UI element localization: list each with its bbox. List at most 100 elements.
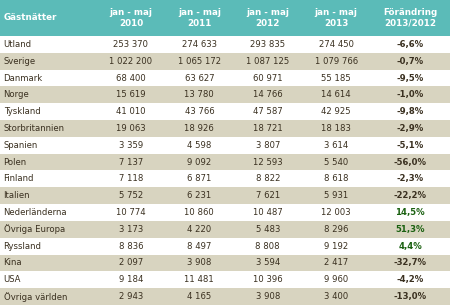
Bar	[165, 187, 234, 204]
Bar	[0, 0, 97, 36]
Bar	[97, 137, 165, 154]
Bar	[370, 288, 450, 305]
Text: jan - maj
2011: jan - maj 2011	[178, 8, 221, 28]
Bar	[165, 103, 234, 120]
Text: 12 593: 12 593	[253, 158, 283, 167]
Text: 10 860: 10 860	[184, 208, 214, 217]
Text: 3 594: 3 594	[256, 258, 280, 267]
Text: 14 766: 14 766	[253, 90, 283, 99]
Bar	[234, 170, 302, 187]
Bar	[0, 86, 97, 103]
Text: 18 183: 18 183	[321, 124, 351, 133]
Bar	[234, 103, 302, 120]
Text: 8 497: 8 497	[187, 242, 212, 251]
Text: Italien: Italien	[4, 191, 30, 200]
Text: jan - maj
2010: jan - maj 2010	[109, 8, 153, 28]
Text: 7 621: 7 621	[256, 191, 280, 200]
Text: Kina: Kina	[4, 258, 22, 267]
Text: 253 370: 253 370	[113, 40, 148, 49]
Bar	[302, 221, 370, 238]
Bar	[234, 238, 302, 255]
Bar	[97, 154, 165, 170]
Text: Danmark: Danmark	[4, 74, 43, 83]
Text: -32,7%: -32,7%	[394, 258, 427, 267]
Bar	[302, 204, 370, 221]
Text: 3 400: 3 400	[324, 292, 348, 301]
Text: 2 097: 2 097	[119, 258, 143, 267]
Bar	[0, 221, 97, 238]
Text: 42 925: 42 925	[321, 107, 351, 116]
Text: 47 587: 47 587	[253, 107, 283, 116]
Text: -5,1%: -5,1%	[396, 141, 424, 150]
Text: -4,2%: -4,2%	[396, 275, 424, 284]
Bar	[234, 187, 302, 204]
Bar	[165, 86, 234, 103]
Bar	[165, 0, 234, 36]
Text: 1 087 125: 1 087 125	[246, 57, 289, 66]
Text: 51,3%: 51,3%	[396, 225, 425, 234]
Bar	[165, 36, 234, 53]
Text: 12 003: 12 003	[321, 208, 351, 217]
Bar	[302, 271, 370, 288]
Text: 14 614: 14 614	[321, 90, 351, 99]
Bar	[370, 255, 450, 271]
Bar	[0, 36, 97, 53]
Bar	[0, 271, 97, 288]
Bar	[370, 187, 450, 204]
Text: 4 598: 4 598	[187, 141, 212, 150]
Text: 55 185: 55 185	[321, 74, 351, 83]
Text: -1,0%: -1,0%	[396, 90, 424, 99]
Text: Tyskland: Tyskland	[4, 107, 40, 116]
Text: Övriga Europa: Övriga Europa	[4, 224, 65, 234]
Bar	[370, 271, 450, 288]
Bar	[97, 103, 165, 120]
Text: -13,0%: -13,0%	[394, 292, 427, 301]
Bar	[97, 187, 165, 204]
Bar	[165, 255, 234, 271]
Bar	[302, 288, 370, 305]
Bar	[97, 221, 165, 238]
Bar	[165, 53, 234, 70]
Bar	[165, 204, 234, 221]
Text: 9 184: 9 184	[119, 275, 143, 284]
Bar	[97, 255, 165, 271]
Bar	[370, 120, 450, 137]
Bar	[0, 70, 97, 86]
Bar	[97, 288, 165, 305]
Bar	[165, 271, 234, 288]
Bar	[165, 70, 234, 86]
Bar	[302, 154, 370, 170]
Text: 3 614: 3 614	[324, 141, 348, 150]
Text: 6 231: 6 231	[187, 191, 212, 200]
Bar	[97, 86, 165, 103]
Text: 3 908: 3 908	[187, 258, 212, 267]
Text: Förändring
2013/2012: Förändring 2013/2012	[383, 8, 437, 28]
Bar	[234, 288, 302, 305]
Bar	[302, 53, 370, 70]
Text: -9,5%: -9,5%	[396, 74, 424, 83]
Text: 274 450: 274 450	[319, 40, 354, 49]
Text: Gästnätter: Gästnätter	[4, 13, 57, 23]
Text: 14,5%: 14,5%	[396, 208, 425, 217]
Text: 11 481: 11 481	[184, 275, 214, 284]
Bar	[0, 204, 97, 221]
Bar	[165, 154, 234, 170]
Bar	[97, 170, 165, 187]
Text: Finland: Finland	[4, 174, 34, 183]
Text: -2,9%: -2,9%	[396, 124, 424, 133]
Bar	[0, 255, 97, 271]
Text: Övriga världen: Övriga världen	[4, 292, 67, 302]
Text: 10 774: 10 774	[116, 208, 146, 217]
Bar	[97, 120, 165, 137]
Bar	[165, 137, 234, 154]
Bar	[302, 137, 370, 154]
Bar	[370, 170, 450, 187]
Bar	[97, 70, 165, 86]
Text: 15 619: 15 619	[116, 90, 146, 99]
Text: -56,0%: -56,0%	[394, 158, 427, 167]
Bar	[97, 271, 165, 288]
Text: 60 971: 60 971	[253, 74, 283, 83]
Text: USA: USA	[4, 275, 21, 284]
Bar	[165, 238, 234, 255]
Bar	[234, 36, 302, 53]
